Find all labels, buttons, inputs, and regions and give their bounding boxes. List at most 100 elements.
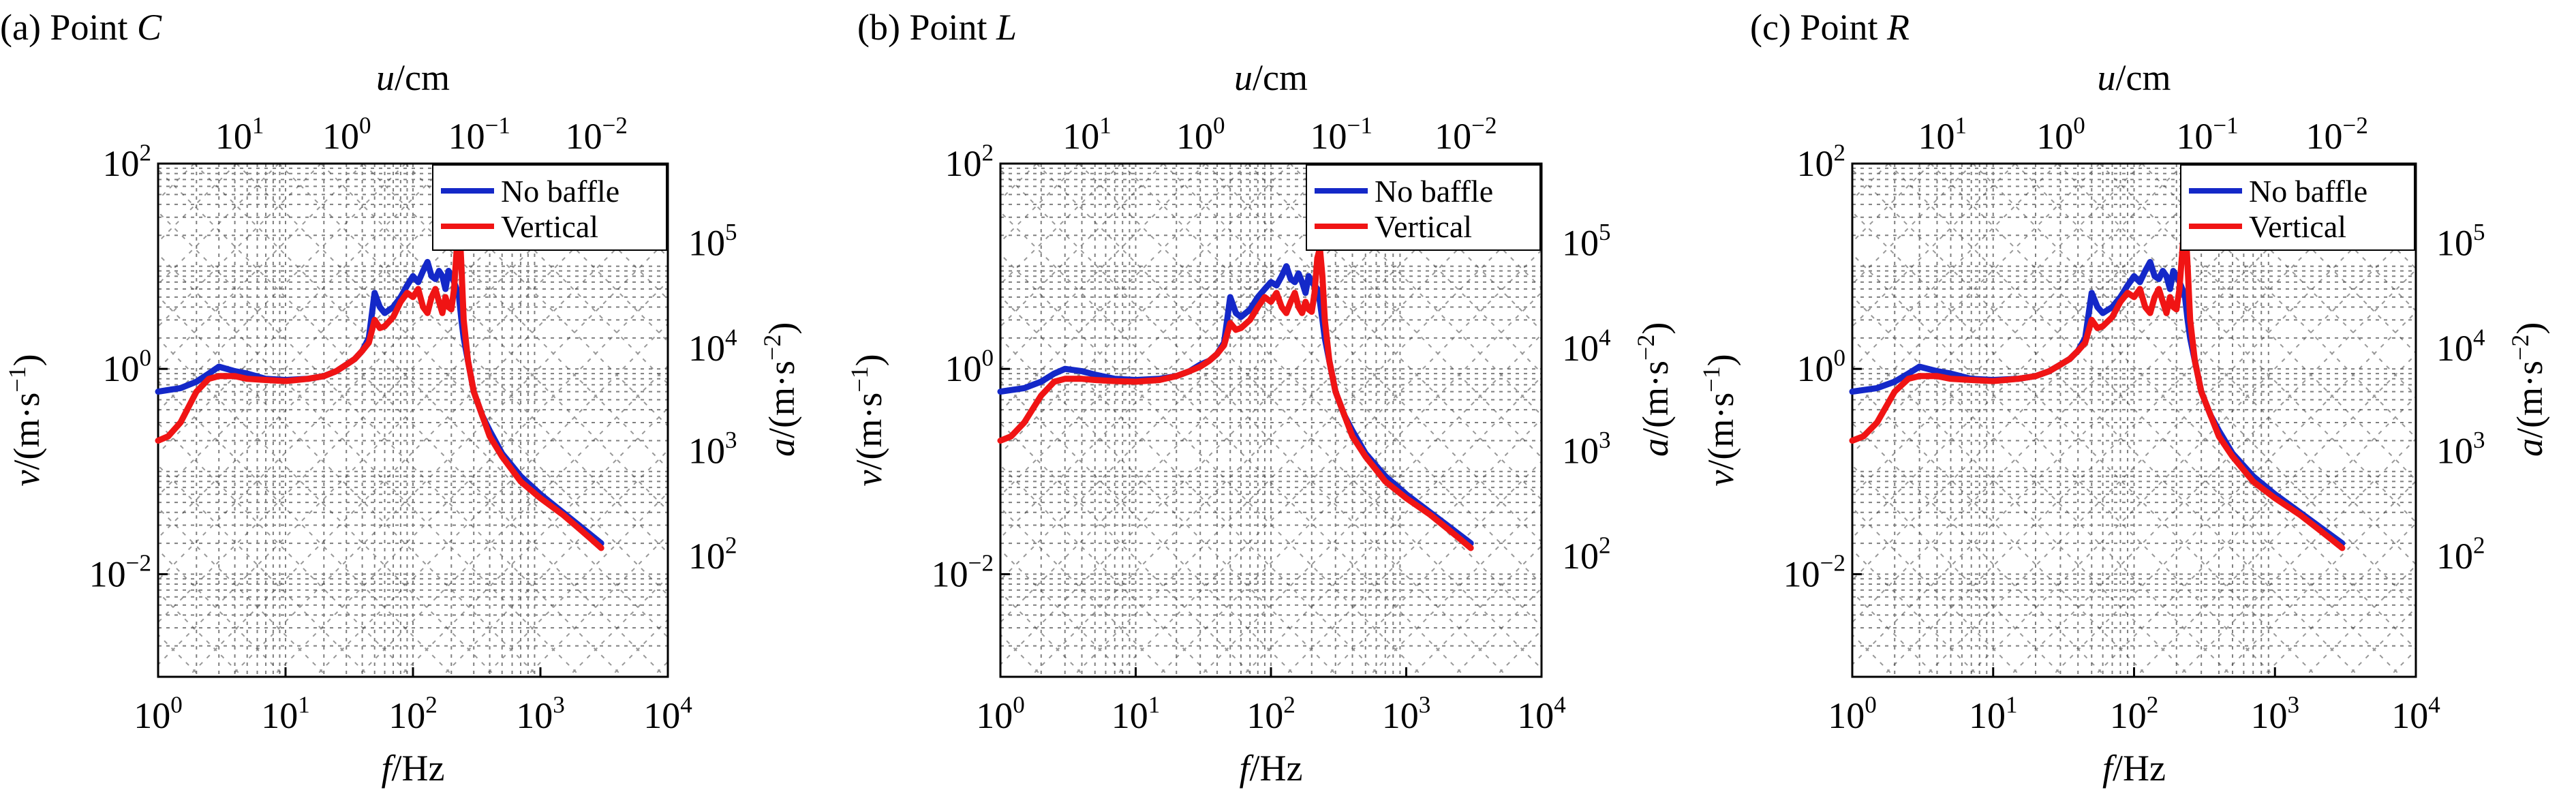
grid-diagonal [2135, 395, 2416, 677]
y2-tick-label-base: 10 [688, 223, 725, 264]
y2-axis-label-close: ) [1635, 322, 1676, 335]
y-axis-label: v/(m·s−1) [1698, 354, 1741, 486]
y2-axis-label: a/(m·s−2) [758, 322, 802, 457]
grid-diagonal [1000, 549, 1128, 677]
x-tick-label: 103 [516, 691, 565, 736]
y2-tick-label: 104 [1562, 324, 1611, 369]
y2-tick-label-base: 10 [2436, 536, 2473, 577]
panel-label-point: L [996, 7, 1017, 48]
grid-diagonal [441, 449, 668, 677]
y-tick-label-exponent: 0 [139, 345, 151, 371]
y2-tick-label-exponent: 4 [1599, 324, 1611, 350]
grid-diagonal [1852, 464, 2064, 677]
x2-tick-label: 10−1 [448, 112, 510, 157]
y-tick-label-base: 10 [945, 348, 981, 389]
x2-tick-label-base: 10 [1062, 116, 1099, 157]
x-tick-label-base: 10 [261, 695, 298, 736]
y-tick-label-base: 10 [1796, 143, 1833, 184]
legend-label: No baffle [2249, 174, 2367, 209]
grid-diagonal [1852, 549, 1980, 677]
grid-diagonal [356, 365, 668, 677]
y2-tick-label-exponent: 5 [2473, 219, 2485, 245]
grid-diagonal [2220, 480, 2416, 677]
grid-diagonal [0, 164, 487, 677]
y-tick-label: 100 [1796, 345, 1845, 390]
grid-diagonal [158, 506, 328, 677]
x-tick-label-exponent: 2 [1283, 691, 1295, 718]
grid-diagonal [1000, 164, 1502, 666]
y-tick-label-exponent: −2 [1820, 550, 1845, 577]
grid-diagonal [1852, 253, 2275, 677]
x-tick-label: 100 [976, 691, 1025, 736]
grid-diagonal [158, 253, 581, 677]
grid-diagonal [1882, 164, 2396, 677]
y2-tick-label-base: 10 [2436, 328, 2473, 369]
x-axis-label: f/Hz [2102, 748, 2166, 789]
x-tick-label: 103 [2250, 691, 2299, 736]
y-tick-label: 102 [945, 139, 994, 184]
x-tick-label: 101 [1969, 691, 2018, 736]
grid-diagonals [1852, 164, 2416, 677]
x2-tick-label-exponent: 0 [2073, 112, 2085, 138]
grid-diagonal [1368, 502, 1542, 677]
y2-axis-label-unit: /(m·s [1635, 361, 1676, 438]
grid-diagonal [187, 196, 668, 677]
y-tick-label: 100 [945, 345, 994, 390]
x2-axis-label-var: u [376, 57, 395, 98]
x2-tick-label-exponent: 0 [1213, 112, 1225, 138]
grid-diagonal [1000, 211, 1466, 677]
y2-tick-label-base: 10 [1562, 431, 1599, 472]
x2-tick-label-base: 10 [2306, 116, 2343, 157]
x-tick-label-base: 10 [2110, 695, 2147, 736]
grid-diagonal [2177, 438, 2416, 677]
y2-tick-label: 105 [688, 219, 737, 264]
y2-tick-label: 104 [2436, 324, 2485, 369]
grid-diagonal [158, 422, 412, 677]
y2-axis-label-var: a [2509, 438, 2550, 457]
grid-diagonal [158, 337, 497, 677]
grid-diagonal [1713, 164, 2226, 677]
x2-tick-label-base: 10 [215, 116, 252, 157]
grid-diagonal [1000, 164, 1460, 624]
grid-diagonal [158, 164, 617, 624]
x-tick-label-exponent: 4 [680, 691, 692, 718]
x2-tick-label: 10−2 [2306, 112, 2368, 157]
y2-axis-label-exponent: −2 [758, 335, 786, 361]
x2-axis-label: u/cm [1234, 57, 1308, 98]
y2-tick-label-base: 10 [688, 328, 725, 369]
legend-label: Vertical [1375, 209, 1472, 244]
y2-axis-label-var: a [1635, 438, 1676, 457]
y-tick-label-exponent: 2 [139, 139, 151, 166]
x2-tick-label-exponent: −1 [485, 112, 510, 138]
x2-tick-label-exponent: −2 [2343, 112, 2368, 138]
x-tick-label: 104 [643, 691, 692, 736]
x-tick-label-base: 10 [2250, 695, 2287, 736]
grid-diagonal [1072, 207, 1542, 677]
y2-tick-label-base: 10 [688, 431, 725, 472]
grid-diagonal [2304, 564, 2416, 677]
legend-label: No baffle [1375, 174, 1493, 209]
x-tick-label-base: 10 [2391, 695, 2428, 736]
x-axis-label-unit: /Hz [392, 748, 445, 789]
grid-diagonal [1036, 164, 1542, 670]
y-tick-label-exponent: 0 [981, 345, 994, 371]
x2-tick-label-exponent: 1 [252, 112, 264, 138]
grid-diagonal [158, 380, 455, 677]
grid-diagonal [1452, 587, 1542, 677]
y2-tick-label-base: 10 [688, 536, 725, 577]
y2-tick-label-exponent: 5 [1599, 219, 1611, 245]
x-tick-label-exponent: 4 [2428, 691, 2440, 718]
y2-tick-label: 105 [2436, 219, 2485, 264]
x-tick-label-exponent: 2 [425, 691, 438, 718]
grid [1852, 164, 2416, 677]
grid-diagonal [1000, 164, 1248, 412]
x2-tick-label: 101 [1918, 112, 1967, 157]
y2-tick-label-exponent: 3 [2473, 427, 2485, 453]
y2-tick-label-base: 10 [2436, 431, 2473, 472]
x-tick-label-exponent: 0 [1865, 691, 1877, 718]
panel-label-point: R [1886, 7, 1910, 48]
y2-tick-label: 102 [2436, 532, 2485, 577]
